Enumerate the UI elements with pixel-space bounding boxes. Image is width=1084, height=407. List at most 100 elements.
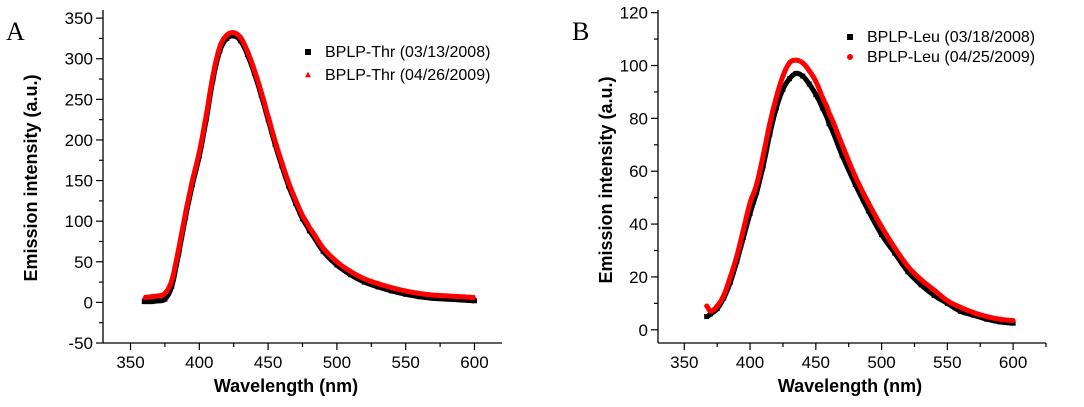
- data-point: [760, 152, 766, 158]
- data-point: [780, 86, 786, 92]
- data-point: [375, 280, 381, 286]
- data-point: [320, 245, 326, 250]
- y-tick-label: 100: [65, 212, 93, 231]
- data-point: [747, 200, 753, 206]
- y-tick-label: 0: [84, 293, 93, 312]
- data-point: [306, 224, 312, 230]
- data-point: [852, 181, 858, 187]
- data-point: [971, 312, 977, 318]
- data-point: [176, 245, 182, 251]
- data-point: [958, 304, 964, 310]
- data-point: [892, 245, 898, 251]
- data-point: [416, 294, 422, 300]
- data-point: [444, 296, 450, 302]
- data-point: [806, 81, 812, 87]
- data-point: [773, 94, 779, 100]
- legend-label: BPLP-Leu (03/18/2008): [867, 29, 1035, 46]
- data-point: [458, 293, 464, 299]
- data-point: [754, 189, 760, 195]
- x-tick-label: 350: [670, 353, 698, 372]
- data-point: [984, 314, 990, 320]
- data-point: [879, 224, 885, 230]
- data-point: [183, 210, 189, 215]
- data-point: [403, 291, 409, 297]
- data-point: [918, 282, 924, 288]
- data-point: [231, 33, 237, 39]
- data-point: [971, 310, 977, 316]
- data-point: [839, 152, 845, 158]
- data-point: [430, 292, 436, 297]
- data-point: [800, 60, 806, 66]
- data-point: [155, 293, 161, 298]
- series-trace: [704, 57, 1015, 323]
- data-point: [231, 29, 237, 35]
- data-point: [148, 299, 154, 305]
- data-point: [286, 180, 292, 185]
- data-point: [141, 294, 147, 300]
- data-point: [931, 287, 937, 293]
- data-point: [905, 263, 911, 269]
- data-point: [704, 314, 710, 320]
- data-point: [819, 105, 825, 111]
- y-axis-title-b: Emission intensity (a.u.): [596, 76, 616, 283]
- data-point: [813, 92, 819, 98]
- data-point: [793, 57, 799, 63]
- data-point: [839, 142, 845, 148]
- data-point: [793, 70, 799, 76]
- data-point: [141, 299, 147, 305]
- y-tick-label: 250: [65, 90, 93, 109]
- data-point: [416, 290, 422, 296]
- data-point: [819, 94, 825, 100]
- data-point: [773, 105, 779, 111]
- data-point: [300, 212, 305, 218]
- data-point: [865, 208, 871, 214]
- y-tick-label: 20: [629, 268, 648, 287]
- data-point: [708, 311, 714, 317]
- data-point: [293, 197, 299, 202]
- data-point: [787, 76, 793, 82]
- data-point: [1010, 320, 1016, 326]
- x-tick-label: 400: [185, 353, 213, 372]
- data-point: [918, 277, 924, 283]
- legend-label: BPLP-Leu (04/25/2009): [867, 49, 1035, 66]
- series-2: [704, 57, 1016, 324]
- y-tick-label: 40: [629, 215, 648, 234]
- y-tick-label: 0: [639, 321, 648, 340]
- legend: BPLP-Thr (03/13/2008) BPLP-Thr (04/26/200…: [305, 44, 490, 84]
- chart-panel-a: A 350 400 450 500 550 600 -50 0 50 100 150 200 250 30…: [6, 9, 502, 396]
- data-point: [958, 308, 964, 314]
- data-point: [162, 290, 168, 296]
- data-point: [272, 137, 278, 143]
- data-point: [334, 262, 340, 268]
- data-point: [430, 295, 436, 301]
- data-point: [224, 32, 230, 38]
- data-point: [334, 258, 340, 264]
- data-point: [787, 60, 793, 66]
- data-point: [704, 303, 710, 309]
- data-point: [279, 159, 285, 165]
- data-point: [931, 292, 937, 298]
- y-tick-label: 50: [74, 253, 93, 272]
- data-point: [251, 67, 257, 73]
- data-point: [740, 226, 746, 232]
- x-tick-label: 550: [392, 353, 420, 372]
- data-point: [444, 293, 450, 298]
- data-point: [217, 43, 223, 49]
- x-tick-label: 400: [736, 353, 764, 372]
- data-point: [721, 292, 727, 298]
- data-point: [348, 268, 354, 274]
- data-point: [375, 284, 381, 290]
- data-point: [189, 177, 195, 183]
- legend-label: BPLP-Thr (04/26/2009): [325, 67, 490, 84]
- x-tick-label: 500: [323, 353, 351, 372]
- panel-label-b: B: [572, 17, 589, 46]
- y-tick-label: 350: [65, 9, 93, 28]
- x-tick-label: 500: [867, 353, 895, 372]
- data-point: [800, 73, 806, 79]
- y-tick-label: 120: [620, 4, 648, 23]
- legend-marker: [847, 54, 853, 60]
- data-point: [997, 319, 1003, 325]
- data-point: [734, 253, 740, 259]
- x-tick-label: 550: [933, 353, 961, 372]
- x-tick-label: 600: [460, 353, 488, 372]
